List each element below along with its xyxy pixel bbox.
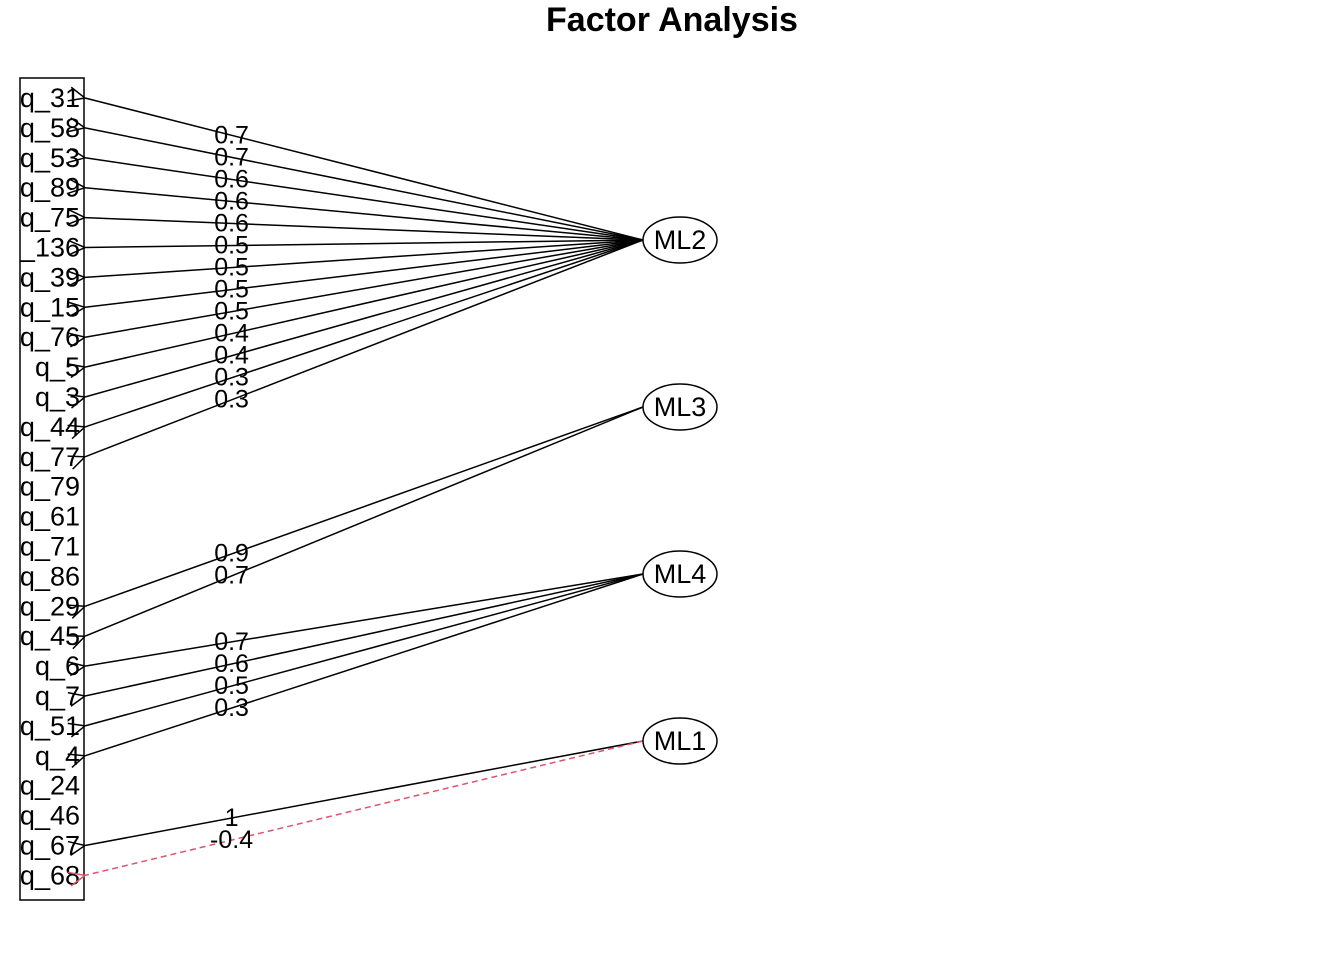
loading-label: 0.4 [214, 320, 249, 348]
variable-label: q_29 [20, 591, 80, 621]
variable-label: q_6 [35, 651, 80, 681]
loading-label: 0.4 [214, 342, 249, 370]
loading-arrow [85, 188, 644, 241]
loading-label: 0.5 [214, 672, 249, 700]
loading-label: 0.6 [214, 188, 249, 216]
loading-arrow [85, 406, 644, 636]
loading-label: 0.3 [214, 386, 249, 414]
loading-label: 0.5 [214, 276, 249, 304]
variable-label: q_24 [20, 771, 80, 801]
loading-arrow [85, 239, 644, 367]
loading-label: -0.4 [210, 826, 253, 854]
variable-label: q_39 [20, 262, 80, 292]
variable-label: q_45 [20, 621, 80, 651]
loading-arrow [85, 406, 644, 606]
variable-label: q_86 [20, 561, 80, 591]
loading-arrow [85, 239, 644, 307]
variable-label: q_53 [20, 143, 80, 173]
loading-arrow [85, 239, 644, 397]
factor-label: ML4 [654, 559, 707, 589]
loading-label: 0.7 [214, 562, 249, 590]
factor-label: ML2 [654, 225, 707, 255]
loading-arrow [85, 573, 644, 756]
loading-label: 0.6 [214, 210, 249, 238]
variable-label: q_75 [20, 203, 80, 233]
loading-label: 0.6 [214, 166, 249, 194]
loading-arrow [85, 239, 644, 337]
variable-label: q_31 [20, 83, 80, 113]
variables: q_31q_58q_53q_89q_75q_136q_39q_15q_76q_5… [5, 83, 80, 890]
title: Factor Analysis [546, 1, 798, 39]
loading-label: 0.7 [214, 628, 249, 656]
loading-arrow [85, 740, 644, 875]
loading-label: 0.7 [214, 143, 249, 171]
variable-label: q_89 [20, 173, 80, 203]
loading-label: 0.9 [214, 540, 249, 568]
variable-label: q_15 [20, 292, 80, 322]
loading-label: 0.5 [214, 254, 249, 282]
loading-label: 0.3 [214, 694, 249, 722]
factors: ML2 ML3 ML4 ML1 [642, 216, 718, 765]
variable-box [19, 77, 85, 901]
variable-label: q_7 [35, 681, 80, 711]
loading-arrow [85, 740, 644, 846]
factor-node [642, 383, 718, 431]
loading-arrow [85, 239, 644, 457]
loading-label: 0.5 [214, 298, 249, 326]
factor-node [642, 717, 718, 765]
loading-label: 1 [225, 804, 239, 832]
loading-arrow [85, 573, 644, 696]
loading-arrow [85, 98, 644, 241]
variable-label: q_136 [5, 233, 80, 263]
loading-arrow [85, 158, 644, 241]
loading-arrow [85, 239, 644, 248]
variable-label: q_71 [20, 532, 80, 562]
variable-label: q_67 [20, 831, 80, 861]
variable-label: q_58 [20, 113, 80, 143]
loading-arrow [85, 128, 644, 241]
factor-label: ML1 [654, 726, 707, 756]
factor-node [642, 216, 718, 264]
loading-label: 0.6 [214, 650, 249, 678]
loading-arrow [85, 218, 644, 241]
variable-label: q_5 [35, 352, 80, 382]
variable-label: q_51 [20, 711, 80, 741]
loading-label: 0.7 [214, 121, 249, 149]
variable-label: q_61 [20, 502, 80, 532]
edges: 0.70.70.60.60.60.50.50.50.50.40.40.30.30… [85, 98, 644, 875]
loading-arrow [85, 239, 644, 277]
variable-label: q_77 [20, 442, 80, 472]
variable-label: q_76 [20, 322, 80, 352]
loading-arrow [85, 239, 644, 427]
variable-label: q_3 [35, 382, 80, 412]
loading-label: 0.3 [214, 364, 249, 392]
loading-label: 0.5 [214, 232, 249, 260]
variable-label: q_46 [20, 801, 80, 831]
variable-label: q_79 [20, 472, 80, 502]
loading-arrow [85, 573, 644, 726]
factor-node [642, 550, 718, 598]
loading-arrow [85, 573, 644, 666]
variable-label: q_68 [20, 860, 80, 890]
variable-label: q_4 [35, 741, 80, 771]
factor-label: ML3 [654, 392, 707, 422]
variable-label: q_44 [20, 412, 80, 442]
